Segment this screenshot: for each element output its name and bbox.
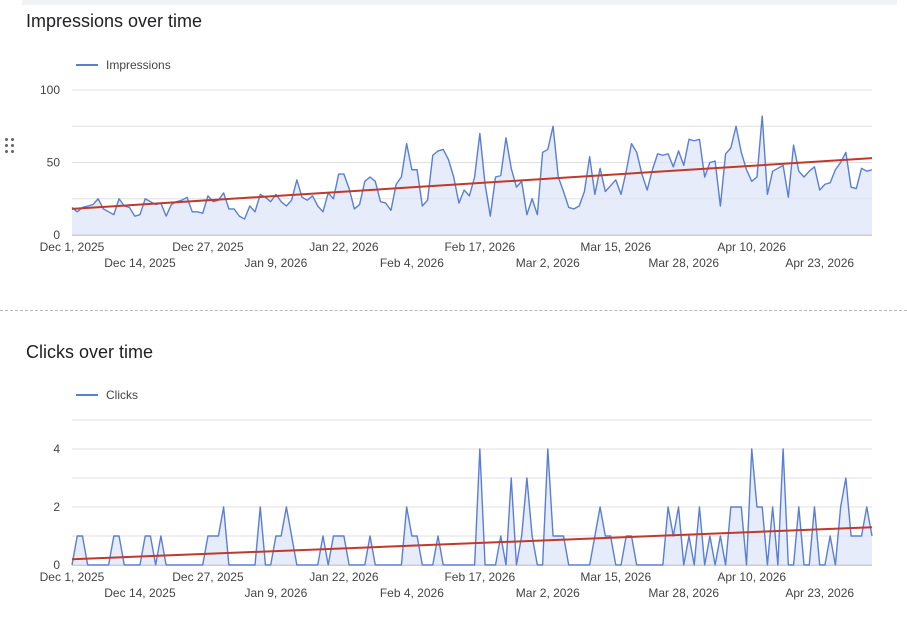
clicks-legend-swatch — [76, 394, 98, 396]
clicks-chart-title: Clicks over time — [26, 342, 154, 362]
impressions-x-tick-label: Feb 17, 2026 — [444, 240, 515, 254]
impressions-legend-label: Impressions — [106, 58, 171, 72]
clicks-x-tick-label: Feb 4, 2026 — [380, 586, 444, 600]
clicks-x-tick-label: Mar 2, 2026 — [516, 586, 580, 600]
panel-top-bar — [22, 0, 897, 5]
impressions-trend-line — [71, 157, 873, 210]
clicks-y-tick-label: 0 — [53, 558, 60, 572]
impressions-series-line[interactable] — [71, 115, 873, 220]
clicks-x-tick-label: Feb 17, 2026 — [444, 570, 515, 584]
impressions-y-tick-label: 100 — [40, 83, 60, 97]
impressions-x-tick-label: Jan 9, 2026 — [245, 256, 308, 270]
impressions-chart[interactable]: 0 50 100 Dec 1, 2025 Dec 14, 2025 Dec 27, 202… — [0, 70, 907, 280]
clicks-legend-label: Clicks — [106, 388, 138, 402]
clicks-y-tick-label: 4 — [53, 442, 60, 456]
impressions-y-tick-label: 0 — [53, 228, 60, 242]
impressions-chart-title: Impressions over time — [26, 11, 203, 31]
clicks-x-tick-label: Dec 14, 2025 — [104, 586, 176, 600]
impressions-legend[interactable]: Impressions — [76, 58, 171, 72]
drag-handle-icon[interactable] — [4, 137, 16, 153]
impressions-x-tick-label: Mar 28, 2026 — [648, 256, 719, 270]
impressions-legend-swatch — [76, 64, 98, 66]
impressions-x-tick-label: Mar 2, 2026 — [516, 256, 580, 270]
impressions-y-tick-label: 50 — [47, 156, 61, 170]
impressions-x-tick-label: Mar 15, 2026 — [580, 240, 651, 254]
impressions-x-tick-label: Dec 27, 2025 — [172, 240, 244, 254]
clicks-x-tick-label: Dec 1, 2025 — [40, 570, 105, 584]
impressions-x-tick-label: Apr 23, 2026 — [785, 256, 854, 270]
clicks-trend-line — [71, 526, 873, 561]
clicks-x-tick-label: Mar 28, 2026 — [648, 586, 719, 600]
clicks-y-tick-label: 2 — [53, 500, 60, 514]
impressions-x-tick-label: Feb 4, 2026 — [380, 256, 444, 270]
clicks-series-line[interactable] — [71, 448, 873, 566]
clicks-x-tick-label: Mar 15, 2026 — [580, 570, 651, 584]
clicks-x-tick-label: Apr 23, 2026 — [785, 586, 854, 600]
clicks-x-tick-label: Apr 10, 2026 — [717, 570, 786, 584]
impressions-area-fill — [72, 116, 872, 235]
impressions-x-tick-label: Apr 10, 2026 — [717, 240, 786, 254]
panel-divider — [0, 310, 907, 311]
clicks-x-tick-label: Dec 27, 2025 — [172, 570, 244, 584]
clicks-x-tick-label: Jan 22, 2026 — [309, 570, 379, 584]
clicks-x-tick-label: Jan 9, 2026 — [245, 586, 308, 600]
impressions-x-tick-label: Jan 22, 2026 — [309, 240, 379, 254]
clicks-legend[interactable]: Clicks — [76, 388, 138, 402]
impressions-x-tick-label: Dec 14, 2025 — [104, 256, 176, 270]
impressions-x-tick-label: Dec 1, 2025 — [40, 240, 105, 254]
